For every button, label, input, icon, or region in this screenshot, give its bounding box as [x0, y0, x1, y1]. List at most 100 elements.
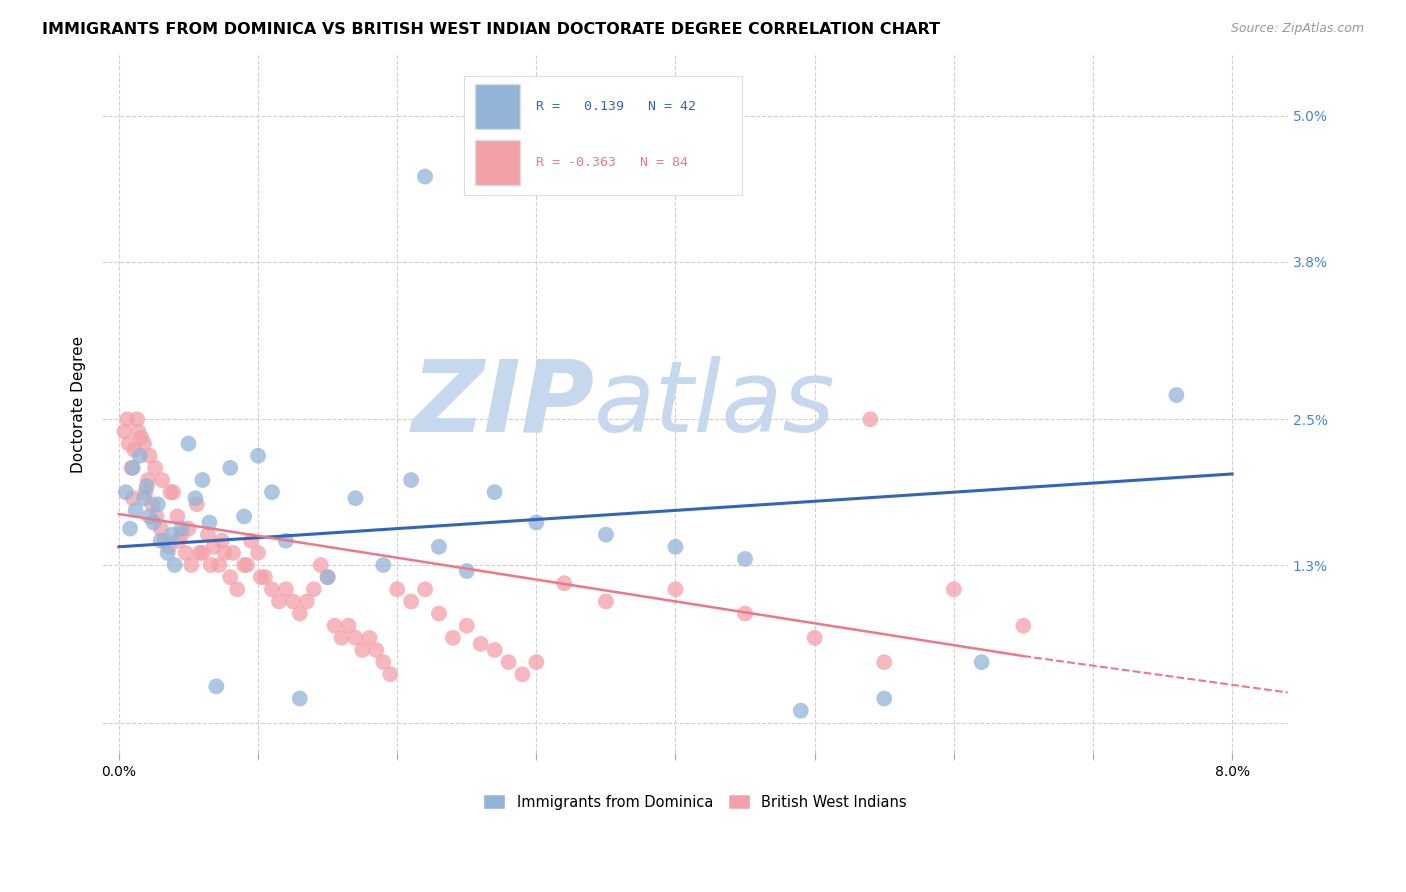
- Point: [142, 516, 165, 530]
- Point: [219, 461, 242, 475]
- Point: [174, 546, 197, 560]
- Point: [160, 527, 183, 541]
- Point: [188, 546, 211, 560]
- Point: [734, 607, 756, 621]
- Point: [330, 631, 353, 645]
- Point: [734, 552, 756, 566]
- Text: ZIP: ZIP: [411, 356, 595, 452]
- Point: [170, 522, 193, 536]
- Point: [166, 509, 188, 524]
- Point: [790, 704, 813, 718]
- Point: [153, 533, 176, 548]
- Point: [281, 594, 304, 608]
- Point: [157, 540, 180, 554]
- Point: [114, 425, 136, 439]
- Point: [1166, 388, 1188, 402]
- Point: [170, 527, 193, 541]
- Point: [159, 485, 181, 500]
- Point: [120, 461, 142, 475]
- Point: [302, 582, 325, 597]
- Point: [595, 527, 617, 541]
- Point: [803, 631, 825, 645]
- Y-axis label: Doctorate Degree: Doctorate Degree: [72, 335, 86, 473]
- Point: [352, 643, 374, 657]
- Point: [143, 461, 166, 475]
- Point: [236, 558, 259, 572]
- Point: [373, 558, 395, 572]
- Point: [198, 516, 221, 530]
- Point: [380, 667, 402, 681]
- Point: [121, 461, 143, 475]
- Point: [132, 436, 155, 450]
- Point: [128, 449, 150, 463]
- Point: [267, 594, 290, 608]
- Text: Source: ZipAtlas.com: Source: ZipAtlas.com: [1230, 22, 1364, 36]
- Point: [127, 425, 149, 439]
- Point: [115, 485, 138, 500]
- Point: [274, 582, 297, 597]
- Point: [512, 667, 534, 681]
- Point: [141, 497, 163, 511]
- Point: [295, 594, 318, 608]
- Point: [200, 558, 222, 572]
- Point: [664, 540, 686, 554]
- Point: [149, 533, 172, 548]
- Point: [219, 570, 242, 584]
- Point: [118, 522, 141, 536]
- Point: [427, 540, 450, 554]
- Point: [664, 582, 686, 597]
- Point: [226, 582, 249, 597]
- Point: [132, 491, 155, 506]
- Point: [247, 449, 270, 463]
- Point: [240, 533, 263, 548]
- Point: [135, 479, 157, 493]
- Point: [197, 527, 219, 541]
- Point: [260, 485, 283, 500]
- Point: [136, 473, 159, 487]
- Point: [456, 618, 478, 632]
- Point: [484, 643, 506, 657]
- Point: [553, 576, 575, 591]
- Point: [970, 655, 993, 669]
- Point: [366, 643, 388, 657]
- Point: [373, 655, 395, 669]
- Point: [498, 655, 520, 669]
- Point: [316, 570, 339, 584]
- Point: [122, 442, 145, 457]
- Point: [118, 436, 141, 450]
- Point: [309, 558, 332, 572]
- Point: [222, 546, 245, 560]
- Point: [150, 473, 173, 487]
- Point: [942, 582, 965, 597]
- Point: [180, 558, 202, 572]
- Point: [233, 509, 256, 524]
- Point: [399, 594, 422, 608]
- Point: [162, 485, 184, 500]
- Point: [274, 533, 297, 548]
- Point: [427, 607, 450, 621]
- Point: [163, 558, 186, 572]
- Point: [456, 564, 478, 578]
- Point: [359, 631, 381, 645]
- Point: [208, 558, 231, 572]
- Point: [288, 607, 311, 621]
- Point: [337, 618, 360, 632]
- Point: [288, 691, 311, 706]
- Point: [124, 503, 146, 517]
- Point: [873, 691, 896, 706]
- Point: [129, 431, 152, 445]
- Legend: Immigrants from Dominica, British West Indians: Immigrants from Dominica, British West I…: [477, 789, 912, 815]
- Point: [202, 540, 225, 554]
- Point: [344, 631, 367, 645]
- Point: [253, 570, 276, 584]
- Point: [323, 618, 346, 632]
- Point: [177, 436, 200, 450]
- Point: [387, 582, 409, 597]
- Point: [186, 497, 208, 511]
- Point: [205, 680, 228, 694]
- Point: [125, 412, 148, 426]
- Point: [399, 473, 422, 487]
- Point: [138, 449, 160, 463]
- Point: [145, 509, 167, 524]
- Point: [873, 655, 896, 669]
